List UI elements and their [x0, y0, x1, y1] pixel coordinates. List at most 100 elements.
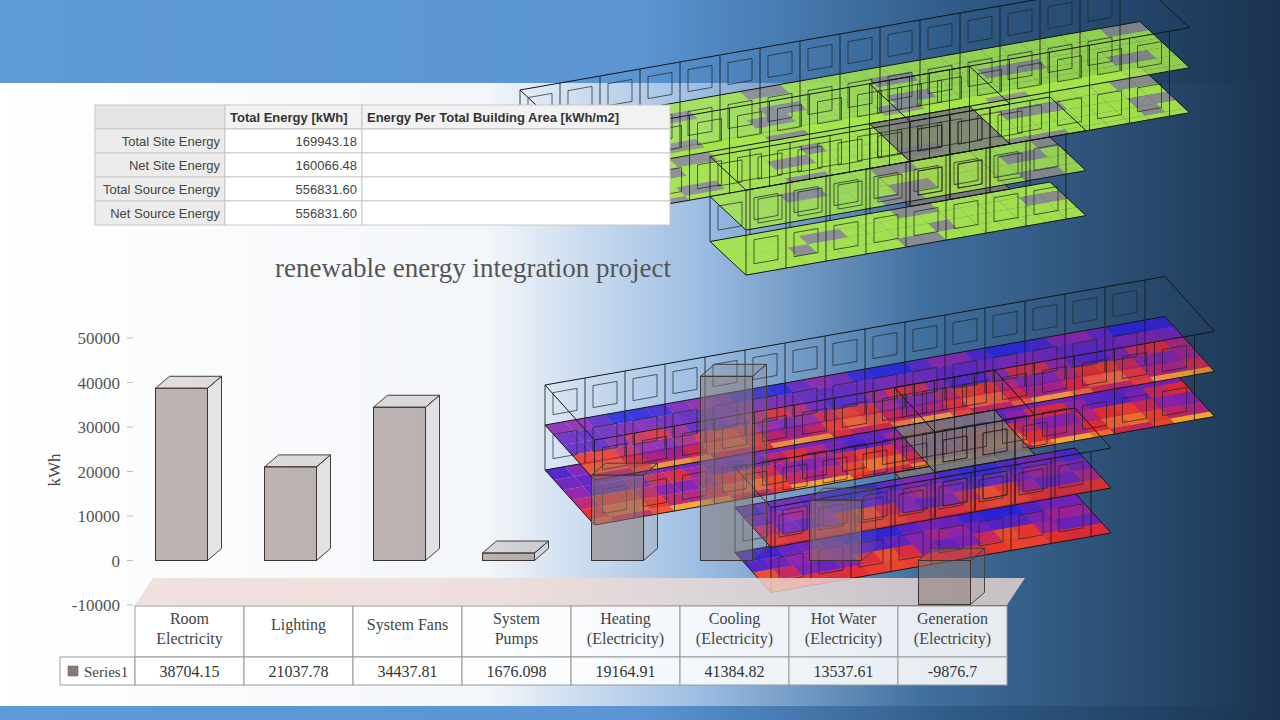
- render-window: [913, 325, 937, 351]
- table-cell: [95, 153, 225, 177]
- render-cell: [1057, 162, 1086, 174]
- render-outline: [710, 182, 1086, 275]
- render-window: [1123, 394, 1147, 422]
- render-mullion: [1194, 335, 1195, 420]
- render-mullion: [950, 115, 951, 200]
- render-window: [553, 430, 577, 458]
- table-header: Total Energy [kWh]: [230, 110, 347, 125]
- render-window: [1059, 462, 1083, 488]
- category-label-line: Generation: [917, 610, 988, 627]
- render-window: [633, 374, 657, 400]
- render-window: [738, 112, 762, 138]
- render-window: [718, 160, 742, 186]
- render-mullion: [545, 385, 546, 470]
- render-mullion: [889, 80, 890, 165]
- bar-side: [426, 395, 440, 560]
- table-cell: [225, 153, 362, 177]
- table-cell: [362, 177, 670, 201]
- render-window: [834, 180, 858, 206]
- render-window: [983, 429, 1007, 455]
- render-cell: [1057, 207, 1086, 219]
- table-value: 160066.48: [296, 158, 357, 173]
- render-roof: [545, 277, 1215, 441]
- render-window: [918, 167, 942, 195]
- render-window: [943, 436, 967, 462]
- y-tick: [127, 338, 133, 339]
- render-mullion: [910, 122, 911, 207]
- table-cell: [95, 129, 225, 153]
- y-tick-label: 40000: [78, 374, 121, 393]
- render-window: [993, 311, 1017, 337]
- render-window: [1034, 187, 1058, 215]
- render-window: [754, 194, 778, 220]
- table-value: 556831.60: [296, 206, 357, 221]
- render-mullion: [674, 426, 675, 511]
- render-cell: [1082, 478, 1111, 492]
- category-label: Hot Water(Electricity): [805, 610, 882, 648]
- category-label-line: System: [493, 610, 541, 628]
- table-value: 169943.18: [296, 134, 357, 149]
- render-mullion: [1066, 134, 1067, 219]
- render-mullion: [990, 108, 991, 193]
- render-window: [918, 125, 942, 151]
- render-window: [874, 215, 898, 243]
- bar-top: [810, 488, 876, 500]
- render-mullion: [840, 34, 841, 119]
- render-window: [943, 436, 967, 462]
- render-mullion: [1026, 141, 1027, 226]
- data-table-value-cell: [353, 657, 462, 685]
- render-mullion: [794, 405, 795, 490]
- render-mullion: [910, 122, 911, 207]
- render-window: [1098, 91, 1122, 119]
- y-tick: [127, 427, 133, 428]
- render-window: [968, 16, 992, 42]
- render-window: [803, 408, 827, 434]
- render-window: [903, 391, 927, 417]
- render-mullion: [746, 190, 747, 275]
- render-window: [838, 181, 862, 209]
- bar-top: [483, 541, 549, 553]
- render-window: [754, 236, 778, 264]
- render-mullion: [720, 55, 721, 140]
- render-window: [768, 51, 792, 77]
- render-window: [1073, 297, 1097, 323]
- data-table: RoomElectricityLightingSystem FansSystem…: [60, 606, 1007, 685]
- bar: [810, 500, 862, 560]
- table-row-label: Net Site Energy: [129, 158, 221, 173]
- category-label: System Fans: [367, 616, 448, 634]
- render-window: [1023, 464, 1047, 492]
- render-mullion: [830, 136, 831, 221]
- y-tick-label: -10000: [72, 596, 120, 615]
- table-value: 556831.60: [296, 182, 357, 197]
- render-window: [608, 79, 632, 105]
- table-cell: [362, 201, 670, 225]
- bar-top: [156, 376, 222, 388]
- render-window: [878, 132, 902, 158]
- render-window: [1083, 401, 1107, 429]
- render-mullion: [775, 461, 776, 546]
- data-table-value-cell: [680, 657, 789, 685]
- render-window: [878, 174, 902, 202]
- render-window: [953, 318, 977, 344]
- render-mullion: [971, 473, 972, 558]
- category-label: SystemPumps: [493, 610, 541, 648]
- category-label: Cooling(Electricity): [696, 610, 773, 648]
- render-window: [1113, 290, 1137, 316]
- render-window: [943, 478, 967, 506]
- render-window: [1008, 9, 1032, 35]
- render-window: [798, 188, 822, 216]
- data-label: 21037.78: [269, 663, 329, 680]
- render-mullion: [969, 66, 970, 151]
- render-window: [1123, 352, 1147, 378]
- render-mullion: [729, 108, 730, 193]
- data-table-header-cell: [353, 606, 462, 657]
- render-window: [843, 401, 867, 427]
- data-table-header-cell: [244, 606, 353, 657]
- legend-swatch: [68, 666, 78, 676]
- render-window: [648, 72, 672, 98]
- category-label-line: Cooling: [709, 610, 761, 628]
- background: [0, 0, 1280, 720]
- render-mullion: [1011, 466, 1012, 551]
- render-window: [1019, 469, 1043, 495]
- render-window: [1048, 44, 1072, 72]
